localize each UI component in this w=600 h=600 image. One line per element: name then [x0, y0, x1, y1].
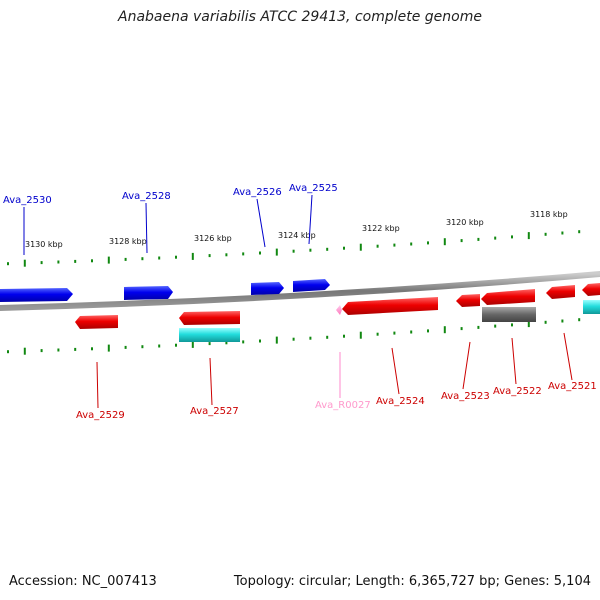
gene-ava-r0027[interactable] [336, 305, 342, 315]
feature-cyan-2527[interactable] [179, 328, 240, 342]
gene-ava-2528[interactable] [124, 286, 173, 300]
gene-ava-2522[interactable] [481, 289, 535, 305]
feature-cyan-edge[interactable] [583, 300, 600, 314]
gene-ava-2525[interactable] [293, 279, 330, 292]
topology-text: Topology: circular; Length: 6,365,727 bp… [233, 574, 591, 589]
label-ava-2525[interactable]: Ava_2525 [289, 183, 338, 194]
gene-ava-2521[interactable] [546, 285, 575, 299]
gene-ava-2527[interactable] [179, 311, 240, 325]
scale-label-3124: 3124 kbp [278, 231, 316, 240]
gene-ava-2529[interactable] [75, 315, 118, 329]
reverse-genes [75, 283, 600, 342]
label-ava-2529[interactable]: Ava_2529 [76, 410, 125, 421]
genome-backbone [0, 271, 600, 311]
label-ava-2523[interactable]: Ava_2523 [441, 391, 490, 402]
accession-text: Accession: NC_007413 [9, 574, 157, 589]
scale-label-3120: 3120 kbp [446, 218, 484, 227]
label-ava-r0027[interactable]: Ava_R0027 [315, 400, 371, 411]
gene-labels: Ava_2530 Ava_2528 Ava_2526 Ava_2525 Ava_… [3, 183, 597, 421]
forward-genes [0, 279, 330, 302]
scale-label-3122: 3122 kbp [362, 224, 400, 233]
label-connectors [23, 194, 573, 409]
gene-ava-2524[interactable] [342, 297, 438, 315]
label-ava-2528[interactable]: Ava_2528 [122, 191, 171, 202]
feature-gray-2522[interactable] [482, 307, 536, 322]
scale-label-3126: 3126 kbp [194, 234, 232, 243]
label-ava-2530[interactable]: Ava_2530 [3, 195, 52, 206]
gene-ava-2530[interactable] [0, 288, 73, 302]
scale-label-3130: 3130 kbp [25, 240, 63, 249]
scale-labels: 3130 kbp 3128 kbp 3126 kbp 3124 kbp 3122… [25, 210, 568, 249]
scale-ruler-upper [7, 230, 581, 267]
label-ava-2526[interactable]: Ava_2526 [233, 187, 282, 198]
gene-ava-2523[interactable] [456, 294, 480, 307]
label-ava-2522[interactable]: Ava_2522 [493, 386, 542, 397]
genome-title: Anabaena variabilis ATCC 29413, complete… [118, 9, 482, 25]
gene-ava-2526[interactable] [251, 282, 284, 295]
label-ava-2521[interactable]: Ava_2521 [548, 381, 597, 392]
scale-label-3128: 3128 kbp [109, 237, 147, 246]
scale-ruler-lower [7, 318, 581, 355]
label-ava-2527[interactable]: Ava_2527 [190, 406, 239, 417]
gene-ava-2520-partial[interactable] [582, 283, 600, 296]
scale-label-3118: 3118 kbp [530, 210, 568, 219]
label-ava-2524[interactable]: Ava_2524 [376, 396, 425, 407]
